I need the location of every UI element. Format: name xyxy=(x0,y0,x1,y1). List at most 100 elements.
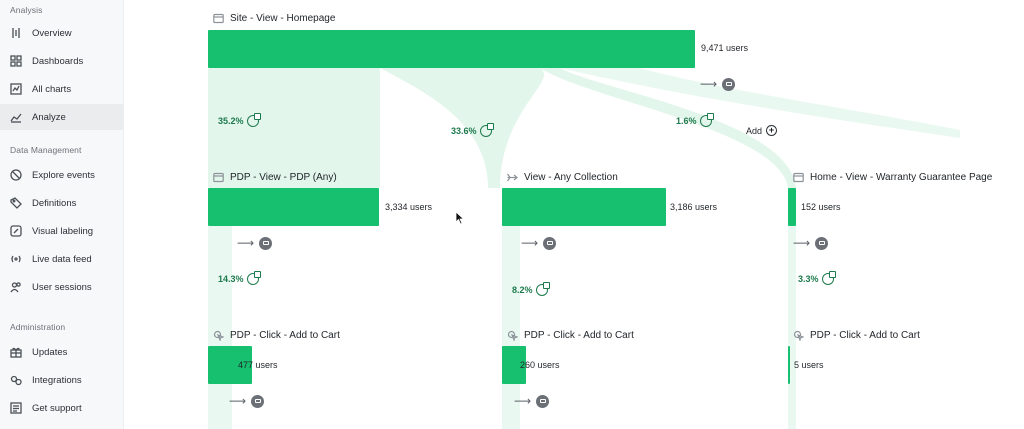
sidebar-item-label: Analyze xyxy=(32,111,66,123)
session-replay-icon[interactable] xyxy=(251,394,265,408)
node-bar-homepage[interactable] xyxy=(208,30,695,68)
node-users-pdp-view: 3,334 users xyxy=(385,202,433,212)
insight-icon xyxy=(479,123,494,137)
page-view-icon xyxy=(213,13,224,24)
sidebar-item-user-sessions[interactable]: User sessions xyxy=(0,274,123,300)
node-users-homepage: 9,471 users xyxy=(701,43,749,53)
node-title-label: Site - View - Homepage xyxy=(230,13,336,24)
conversion-pct-warranty-page[interactable]: 3.3% xyxy=(798,271,836,285)
pencil-icon xyxy=(10,225,22,237)
section-label-data-management: Data Management xyxy=(10,145,82,155)
sidebar-item-explore-events[interactable]: Explore events xyxy=(0,162,123,188)
node-title-label: Home - View - Warranty Guarantee Page xyxy=(810,172,993,183)
node-title-pdp-view[interactable]: PDP - View - PDP (Any) xyxy=(213,172,337,183)
gift-icon xyxy=(10,346,22,358)
insight-icon xyxy=(246,271,261,285)
node-bar-warranty-page[interactable] xyxy=(788,188,796,226)
insight-icon xyxy=(699,113,714,127)
conversion-pct-branch-3[interactable]: 1.6% xyxy=(676,113,714,127)
plus-icon: + xyxy=(766,125,778,136)
click-icon xyxy=(213,330,224,341)
dashboards-icon xyxy=(10,55,22,67)
next-step-add-to-cart-1[interactable]: ⟶ xyxy=(229,394,265,408)
analyze-icon xyxy=(10,111,22,123)
next-step-warranty-page[interactable]: ⟶ xyxy=(793,236,829,250)
arrow-right-icon: ⟶ xyxy=(700,77,718,91)
node-title-homepage[interactable]: Site - View - Homepage xyxy=(213,13,335,24)
node-title-label: PDP - Click - Add to Cart xyxy=(230,330,340,341)
flow-ribbon-2 xyxy=(380,68,545,188)
sidebar-item-visual-labeling[interactable]: Visual labeling xyxy=(0,218,123,244)
explore-icon xyxy=(10,169,22,181)
add-label: Add xyxy=(746,125,763,136)
next-step-pdp-view[interactable]: ⟶ xyxy=(237,236,273,250)
node-title-add-to-cart-1[interactable]: PDP - Click - Add to Cart xyxy=(213,330,340,341)
sidebar-item-label: Dashboards xyxy=(32,55,84,67)
flow-ribbon-exit xyxy=(560,68,960,138)
flow-ribbon-3 xyxy=(540,68,796,188)
node-bar-add-to-cart-1[interactable] xyxy=(208,346,253,384)
support-icon xyxy=(10,402,22,414)
node-bar-pdp-view[interactable] xyxy=(208,188,380,226)
sidebar-item-updates[interactable]: Updates xyxy=(0,339,123,365)
sidebar-item-integrations[interactable]: Integrations xyxy=(0,367,123,393)
broadcast-icon xyxy=(10,253,22,265)
session-replay-icon[interactable] xyxy=(543,236,557,250)
node-users-add-to-cart-2: 260 users xyxy=(520,360,560,370)
node-title-add-to-cart-3[interactable]: PDP - Click - Add to Cart xyxy=(793,330,920,341)
arrow-right-icon: ⟶ xyxy=(514,394,532,408)
merge-icon xyxy=(507,172,518,183)
sidebar-item-label: Live data feed xyxy=(32,253,92,265)
node-title-add-to-cart-2[interactable]: PDP - Click - Add to Cart xyxy=(507,330,634,341)
section-label-analysis: Analysis xyxy=(10,5,43,15)
overview-icon xyxy=(10,27,22,39)
node-bar-add-to-cart-3[interactable] xyxy=(788,346,790,384)
pct-label: 14.3% xyxy=(218,274,244,284)
insight-icon xyxy=(246,113,261,127)
node-users-add-to-cart-3: 5 users xyxy=(794,360,824,370)
arrow-right-icon: ⟶ xyxy=(521,236,539,250)
next-step-add-to-cart-2[interactable]: ⟶ xyxy=(514,394,550,408)
session-replay-icon[interactable] xyxy=(722,77,736,91)
pct-label: 3.3% xyxy=(798,274,819,284)
sidebar-item-dashboards[interactable]: Dashboards xyxy=(0,48,123,74)
conversion-pct-pdp-view[interactable]: 14.3% xyxy=(218,271,261,285)
session-replay-icon[interactable] xyxy=(259,236,273,250)
node-title-any-collection[interactable]: View - Any Collection xyxy=(507,172,618,183)
insight-icon xyxy=(821,271,836,285)
click-icon xyxy=(793,330,804,341)
session-replay-icon[interactable] xyxy=(815,236,829,250)
node-title-label: View - Any Collection xyxy=(524,172,618,183)
sidebar-item-definitions[interactable]: Definitions xyxy=(0,190,123,216)
next-step-any-collection[interactable]: ⟶ xyxy=(521,236,557,250)
conversion-pct-branch-2[interactable]: 33.6% xyxy=(451,123,494,137)
node-title-label: PDP - View - PDP (Any) xyxy=(230,172,337,183)
arrow-right-icon: ⟶ xyxy=(229,394,247,408)
sidebar-item-label: All charts xyxy=(32,83,72,95)
users-icon xyxy=(10,281,22,293)
node-title-label: PDP - Click - Add to Cart xyxy=(810,330,920,341)
conversion-pct-branch-1[interactable]: 35.2% xyxy=(218,113,261,127)
arrow-right-icon: ⟶ xyxy=(237,236,255,250)
sidebar-item-analyze[interactable]: Analyze xyxy=(0,104,123,130)
conversion-pct-any-collection[interactable]: 8.2% xyxy=(512,282,550,296)
sidebar-item-get-support[interactable]: Get support xyxy=(0,395,123,421)
sidebar-item-overview[interactable]: Overview xyxy=(0,20,123,46)
node-title-label: PDP - Click - Add to Cart xyxy=(524,330,634,341)
flow-ribbon-1 xyxy=(208,68,380,188)
node-title-warranty-page[interactable]: Home - View - Warranty Guarantee Page xyxy=(793,172,992,183)
sidebar-item-label: User sessions xyxy=(32,281,92,293)
all-charts-icon xyxy=(10,83,22,95)
node-bar-any-collection[interactable] xyxy=(502,188,666,226)
sidebar-item-label: Explore events xyxy=(32,169,95,181)
sidebar-item-all-charts[interactable]: All charts xyxy=(0,76,123,102)
node-users-warranty-page: 152 users xyxy=(801,202,841,212)
next-step-homepage[interactable]: ⟶ xyxy=(700,77,736,91)
sidebar-item-label: Definitions xyxy=(32,197,77,209)
sidebar-item-live-data-feed[interactable]: Live data feed xyxy=(0,246,123,272)
sidebar-item-label: Integrations xyxy=(32,374,82,386)
add-step-button[interactable]: Add + xyxy=(746,125,778,136)
session-replay-icon[interactable] xyxy=(536,394,550,408)
node-bar-add-to-cart-2[interactable] xyxy=(502,346,527,384)
